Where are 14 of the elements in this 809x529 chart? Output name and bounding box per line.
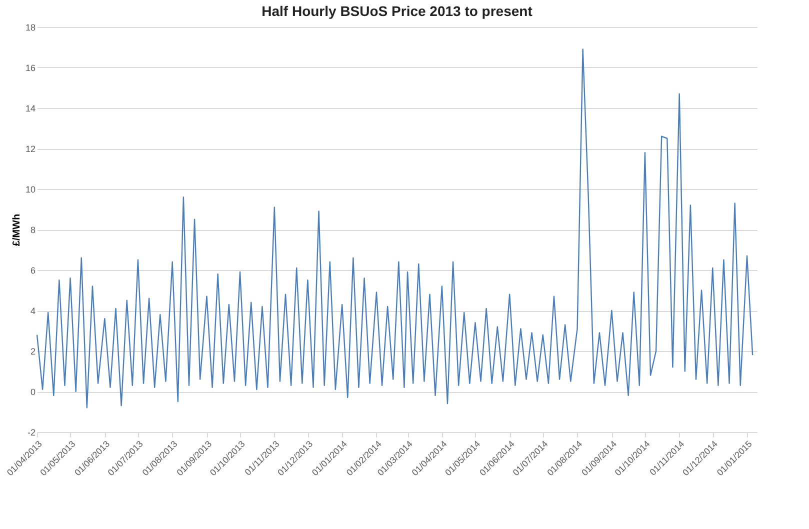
y-tick-label: 16 — [25, 63, 36, 73]
y-tick-label: 18 — [25, 22, 36, 32]
line-series — [36, 48, 754, 408]
y-tick-label: 14 — [25, 104, 36, 114]
chart-title: Half Hourly BSUoS Price 2013 to present — [262, 3, 533, 19]
y-axis-title: £/MWh — [11, 214, 22, 246]
y-tick-label: 10 — [25, 184, 36, 194]
y-tick-label: 6 — [30, 266, 36, 276]
y-tick-label: 12 — [25, 144, 36, 154]
y-tick-label: 4 — [30, 306, 36, 316]
y-tick-label: 0 — [30, 387, 36, 397]
y-tick-label: -2 — [27, 428, 36, 438]
y-tick-label: 8 — [30, 225, 36, 235]
y-tick-label: 2 — [30, 346, 36, 356]
